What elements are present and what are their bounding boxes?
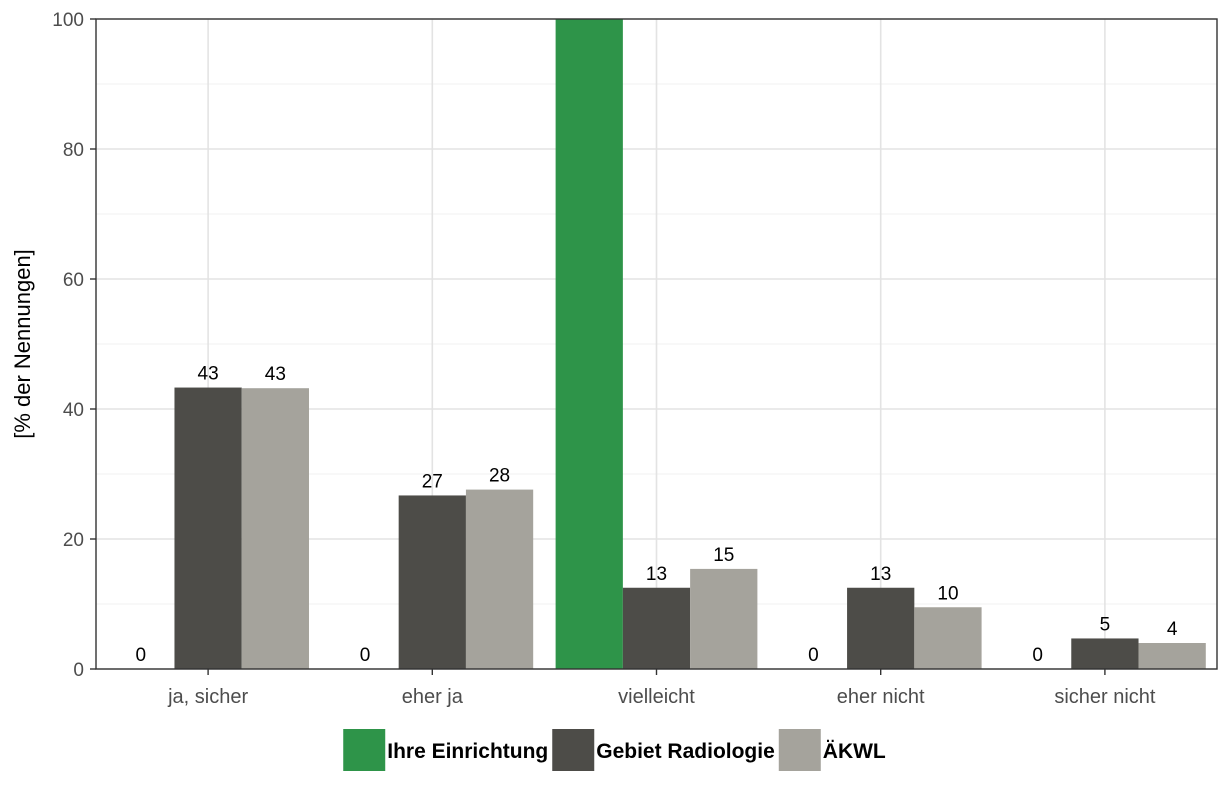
y-axis-label: [% der Nennungen] — [10, 249, 35, 439]
bar — [465, 489, 534, 669]
data-label: 15 — [713, 545, 734, 566]
bar — [690, 568, 758, 669]
y-tick-label: 60 — [63, 270, 84, 291]
y-tick-label: 0 — [73, 660, 84, 681]
data-label: 13 — [646, 564, 667, 585]
y-tick-label: 80 — [63, 140, 84, 161]
data-label: 28 — [489, 466, 510, 487]
bar — [622, 587, 691, 669]
bar — [914, 607, 982, 669]
data-label: 10 — [937, 583, 958, 604]
legend-swatch — [778, 729, 821, 771]
x-tick-label: vielleicht — [618, 686, 695, 708]
legend-label: Ihre Einrichtung — [387, 740, 548, 763]
x-tick-label: ja, sicher — [167, 686, 248, 708]
legend-label: Gebiet Radiologie — [596, 740, 775, 763]
legend: Ihre Einrichtung Gebiet Radiologie ÄKWL — [343, 729, 886, 771]
y-tick-label: 40 — [63, 400, 84, 421]
x-tick-label: eher nicht — [837, 686, 925, 708]
bar — [1138, 643, 1206, 669]
bar — [241, 388, 309, 669]
data-label: 0 — [1032, 645, 1043, 666]
bar — [1071, 638, 1139, 669]
legend-label: ÄKWL — [823, 740, 886, 763]
y-tick-label: 100 — [52, 10, 84, 31]
bar — [174, 387, 242, 669]
data-label: 0 — [808, 645, 819, 666]
data-label: 43 — [265, 364, 286, 385]
data-label: 13 — [870, 564, 891, 585]
data-label: 5 — [1100, 614, 1111, 635]
bars — [174, 19, 1206, 669]
bar — [847, 587, 915, 669]
data-label: 43 — [198, 364, 219, 385]
bar — [555, 19, 623, 669]
data-label: 0 — [360, 645, 371, 666]
data-label: 4 — [1167, 619, 1178, 640]
data-label: 0 — [136, 645, 147, 666]
data-label: 27 — [422, 471, 443, 492]
bar — [398, 495, 466, 669]
x-tick-label: sicher nicht — [1054, 686, 1156, 708]
legend-swatch — [343, 729, 386, 771]
y-tick-label: 20 — [63, 530, 84, 551]
data-labels: 0 43 43 0 27 28 13 15 0 13 10 0 5 4 — [136, 364, 1178, 666]
legend-swatch — [552, 729, 595, 771]
x-tick-label: eher ja — [402, 686, 464, 708]
